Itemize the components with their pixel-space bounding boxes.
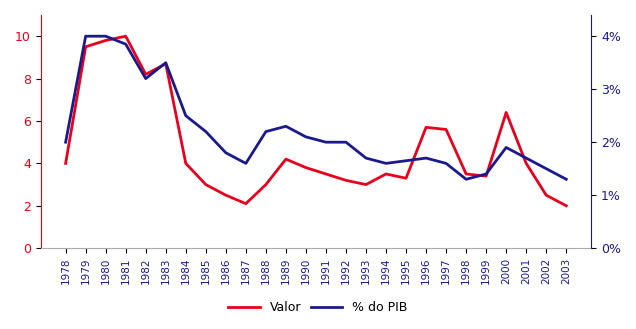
% do PIB (442, 162, 450, 165)
% do PIB (122, 42, 130, 46)
Valor (562, 204, 570, 208)
% do PIB (402, 159, 410, 163)
% do PIB (282, 124, 290, 128)
% do PIB (262, 130, 270, 134)
% do PIB (242, 162, 250, 165)
Valor (482, 174, 490, 178)
% do PIB (562, 177, 570, 181)
Valor (442, 128, 450, 132)
Valor (522, 162, 530, 165)
% do PIB (82, 34, 90, 38)
Valor (402, 176, 410, 180)
Valor (462, 172, 470, 176)
Legend: Valor, % do PIB: Valor, % do PIB (223, 296, 413, 319)
% do PIB (322, 140, 329, 144)
Valor (382, 172, 390, 176)
Valor (322, 172, 329, 176)
Valor (202, 183, 210, 187)
% do PIB (362, 156, 370, 160)
% do PIB (422, 156, 430, 160)
Valor (342, 178, 350, 182)
Line: Valor: Valor (66, 36, 566, 206)
% do PIB (202, 130, 210, 134)
% do PIB (543, 167, 550, 171)
Valor (302, 165, 310, 169)
% do PIB (162, 61, 170, 65)
Valor (102, 38, 109, 42)
% do PIB (382, 162, 390, 165)
% do PIB (62, 140, 69, 144)
Valor (362, 183, 370, 187)
Valor (222, 193, 230, 197)
Valor (62, 162, 69, 165)
% do PIB (102, 34, 109, 38)
Valor (242, 202, 250, 206)
% do PIB (522, 156, 530, 160)
% do PIB (462, 177, 470, 181)
Valor (162, 62, 170, 66)
Valor (282, 157, 290, 161)
% do PIB (342, 140, 350, 144)
Line: % do PIB: % do PIB (66, 36, 566, 179)
% do PIB (182, 114, 190, 118)
% do PIB (142, 77, 149, 81)
% do PIB (482, 172, 490, 176)
Valor (142, 72, 149, 76)
Valor (122, 34, 130, 38)
Valor (543, 193, 550, 197)
Valor (262, 183, 270, 187)
Valor (502, 111, 510, 114)
Valor (182, 162, 190, 165)
% do PIB (302, 135, 310, 139)
Valor (422, 125, 430, 129)
% do PIB (222, 151, 230, 155)
% do PIB (502, 145, 510, 149)
Valor (82, 45, 90, 49)
